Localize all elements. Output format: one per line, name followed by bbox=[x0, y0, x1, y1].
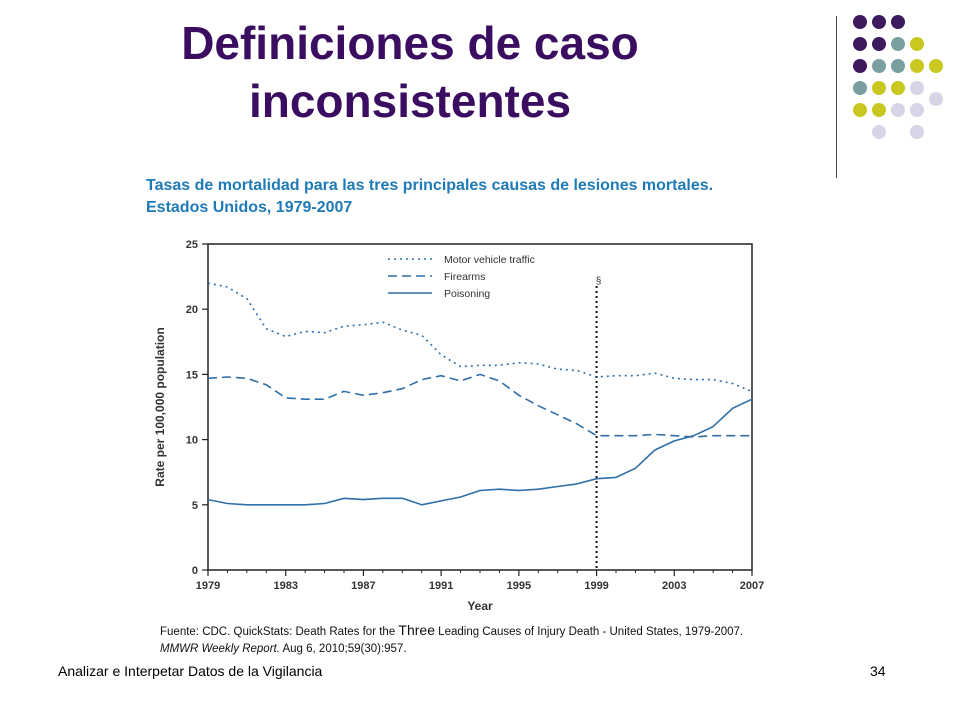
chart-subtitle: Tasas de mortalidad para las tres princi… bbox=[146, 177, 714, 216]
decorative-dot bbox=[891, 15, 905, 29]
x-tick-label: 1983 bbox=[273, 580, 297, 592]
x-tick-label: 2003 bbox=[662, 580, 686, 592]
decorative-dot bbox=[891, 37, 905, 51]
decorative-dot bbox=[910, 81, 924, 95]
decorative-dot bbox=[929, 59, 943, 73]
legend-label: Motor vehicle traffic bbox=[444, 254, 535, 266]
source-text-2: Leading Causes of Injury Death - United … bbox=[434, 626, 744, 638]
decorative-dot bbox=[910, 59, 924, 73]
x-tick-label: 1995 bbox=[507, 580, 531, 592]
decorative-dot bbox=[853, 59, 867, 73]
decorative-dot bbox=[910, 103, 924, 117]
y-tick-label: 5 bbox=[192, 500, 198, 512]
y-tick-label: 20 bbox=[186, 304, 198, 316]
title-line-2: inconsistentes bbox=[248, 75, 572, 127]
source-date: Aug 6, 2010;59(30):957. bbox=[279, 643, 407, 655]
series-line-solid bbox=[207, 398, 753, 506]
x-tick-label: 1979 bbox=[196, 580, 220, 592]
x-tick-label: 1991 bbox=[429, 580, 453, 592]
y-tick-label: 10 bbox=[186, 435, 198, 447]
decorative-dot bbox=[891, 59, 905, 73]
x-tick-label: 2007 bbox=[740, 580, 764, 592]
decorative-dot bbox=[853, 15, 867, 29]
decorative-dot bbox=[853, 103, 867, 117]
decorative-dot bbox=[872, 59, 886, 73]
source-text-1: Fuente: CDC. QuickStats: Death Rates for… bbox=[160, 626, 399, 638]
legend-label: Firearms bbox=[444, 271, 485, 283]
source-citation: Fuente: CDC. QuickStats: Death Rates for… bbox=[160, 622, 880, 658]
x-axis-label: Year bbox=[467, 599, 493, 613]
y-tick-label: 25 bbox=[186, 239, 198, 251]
decorative-dot bbox=[910, 37, 924, 51]
decorative-dot bbox=[853, 37, 867, 51]
y-tick-label: 15 bbox=[186, 369, 198, 381]
series-line-dashed bbox=[207, 373, 752, 438]
line-chart: 0 5 10 15 20 25 1979 1983 1987 1991 1995 1999 2003 20… bbox=[153, 239, 764, 613]
source-journal: MMWR Weekly Report. bbox=[160, 643, 280, 655]
decorative-dot bbox=[891, 103, 905, 117]
annotation-label: § bbox=[596, 276, 602, 287]
series-line-dotted bbox=[207, 282, 753, 393]
decorative-dot bbox=[872, 15, 886, 29]
footer-text: Analizar e Interpetar Datos de la Vigila… bbox=[58, 663, 323, 679]
decorative-dot bbox=[929, 92, 943, 106]
title-line-1: Definiciones de caso bbox=[181, 17, 639, 69]
decorative-dot bbox=[872, 125, 886, 139]
decorative-dot bbox=[872, 37, 886, 51]
decorative-dot bbox=[872, 103, 886, 117]
x-tick-label: 1999 bbox=[584, 580, 608, 592]
decorative-dot bbox=[891, 81, 905, 95]
decorative-dot bbox=[853, 81, 867, 95]
source-text-three: Three bbox=[398, 622, 435, 638]
y-axis-label: Rate per 100,000 population bbox=[153, 327, 167, 486]
slide-title: Definiciones de caso inconsistentes bbox=[60, 14, 760, 130]
decorative-dot-grid bbox=[853, 15, 943, 139]
x-tick-label: 1987 bbox=[351, 580, 375, 592]
decorative-dot bbox=[910, 125, 924, 139]
decorative-dot bbox=[872, 81, 886, 95]
y-tick-label: 0 bbox=[192, 565, 198, 577]
legend-label: Poisoning bbox=[444, 288, 490, 300]
page-number: 34 bbox=[870, 663, 886, 679]
decorative-divider bbox=[836, 16, 837, 178]
